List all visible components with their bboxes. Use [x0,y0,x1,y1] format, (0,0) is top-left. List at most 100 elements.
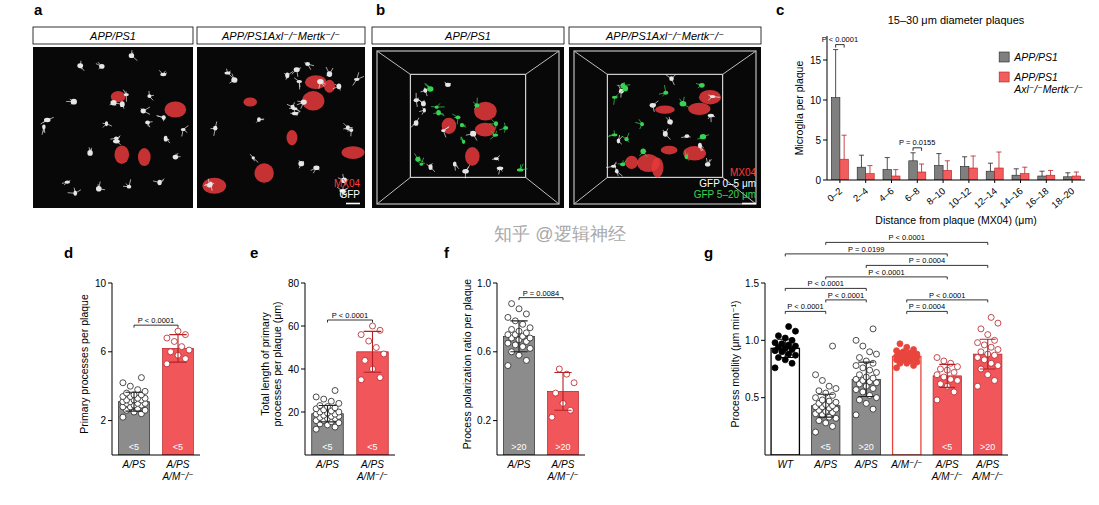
data-point [934,372,940,378]
decor [497,168,500,170]
legend-label: APP/PS1Axl⁻/⁻Mertk⁻/⁻ [1013,71,1083,95]
axis-title: Total length of primaryprocesses per pla… [259,301,283,426]
decor [159,70,163,74]
decor [143,107,150,111]
decor [687,136,691,137]
error-bar [936,154,941,166]
x-tick-label: A/PSA/M⁻/⁻ [356,459,388,482]
decor [166,139,170,143]
y-axis [765,283,766,455]
decor [662,93,665,96]
x-axis [765,455,1008,456]
axis-title: Primary processes per plaque [78,294,90,434]
data-point [995,320,1001,326]
bar [771,348,799,455]
data-point [830,392,836,398]
decor [713,96,720,98]
x-tick-label: A/PS [854,459,878,470]
x-axis [112,455,200,456]
decor [126,184,129,187]
x-axis [305,455,395,456]
data-point [527,325,533,331]
image-label: GFP 5–20 μm [694,189,756,200]
decor [620,89,625,93]
axis-title: Microglia per plaque [793,61,805,156]
decor [431,167,435,172]
decor [232,74,234,80]
bar [163,348,194,455]
data-point [954,377,960,383]
decor [653,105,655,112]
x-tick [1020,180,1021,183]
decor [226,69,227,73]
decor [156,116,163,118]
decor [202,178,226,194]
decor [708,115,711,118]
data-point [120,414,126,420]
error-bar [939,364,955,387]
bracket [785,254,947,257]
decor [424,84,430,89]
y-tick-label: 10 [95,278,107,289]
p-value: P = 0.0155 [899,138,935,147]
decor [138,148,151,166]
panel-letter: d [64,244,73,261]
p-value: P < 0.0001 [889,233,925,242]
decor [492,158,496,160]
decor [710,115,711,122]
decor [708,97,712,101]
p-value: P < 0.0001 [828,291,864,300]
decor [157,116,163,118]
panel-header: APP/PS1Axl⁻/⁻Mertk⁻/⁻ [605,30,724,42]
decor [284,73,287,75]
decor [182,129,183,136]
p-value: P = 0.0199 [848,245,884,254]
error-bar [945,161,950,171]
data-point [867,392,873,398]
bracket [836,45,845,48]
data-point [505,363,511,369]
micrograph-decor [377,51,559,204]
decor [655,106,675,114]
data-point [127,383,133,389]
decor [148,91,149,96]
bar-label: <5 [821,442,831,452]
data-point [853,363,859,369]
bar [504,336,535,455]
decor [75,190,81,193]
bar [866,174,875,180]
bar [1021,174,1030,180]
p-value: P < 0.0001 [929,291,965,300]
decor [652,158,664,178]
decor [299,82,300,90]
x-tick [1072,180,1073,183]
panel-letter: c [776,1,784,18]
decor [143,111,150,114]
y-tick [301,412,305,413]
decor [640,151,644,156]
y-tick-label: 0.6 [477,346,491,357]
data-point [819,377,825,383]
decor [253,158,254,161]
x-tick [994,180,995,183]
data-point [873,351,879,357]
decor [666,117,670,121]
data-point [863,400,869,406]
decor [639,119,642,124]
bracket [866,265,988,268]
decor [706,158,707,164]
decor [703,135,709,137]
decor [160,179,165,183]
bracket [907,311,948,314]
decor [297,68,301,70]
header-box [569,27,761,44]
decor [462,125,466,127]
error-bar [859,155,864,167]
decor [437,106,445,107]
decor [461,137,463,142]
decor [326,74,329,75]
decor [618,163,623,165]
data-point [509,301,515,307]
data-point [954,364,960,370]
decor [413,123,416,125]
